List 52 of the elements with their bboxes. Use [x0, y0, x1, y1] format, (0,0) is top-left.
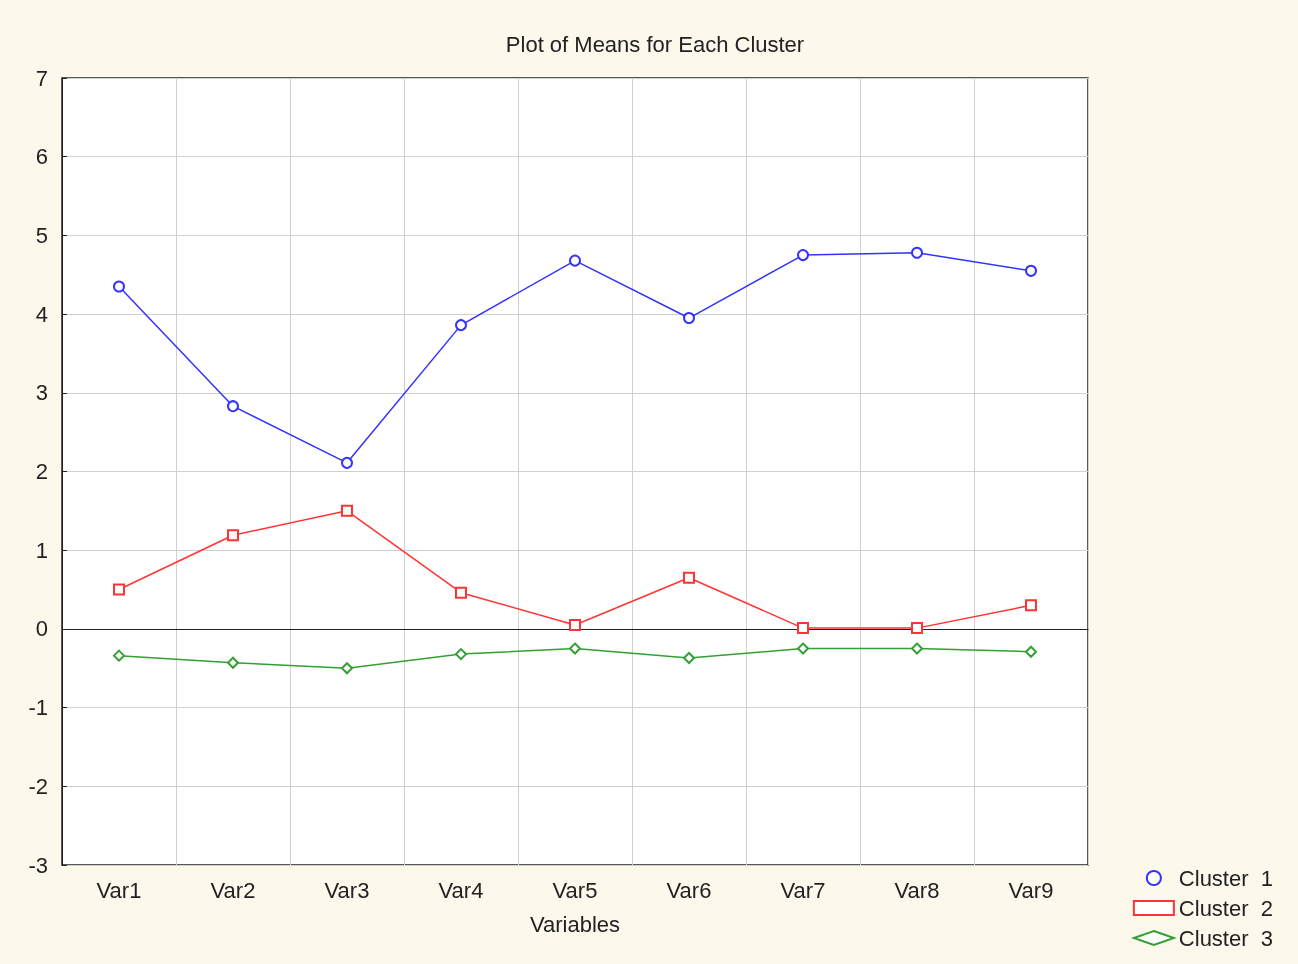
y-tick-label: 3 [35, 380, 48, 406]
point [341, 456, 353, 469]
point [1025, 264, 1037, 277]
point [683, 312, 695, 325]
y-tick-label: -2 [28, 773, 48, 799]
legend-label: Cluster 2 [1178, 895, 1274, 921]
x-tick-label: Var9 [1008, 877, 1054, 903]
point [911, 642, 923, 655]
point [569, 642, 581, 655]
y-tick-label: 1 [35, 537, 48, 563]
point [797, 249, 809, 262]
y-tick-label: 5 [35, 222, 48, 248]
y-tick-label: 4 [35, 301, 48, 327]
y-tick-label: -3 [28, 852, 48, 878]
point [227, 656, 239, 669]
point [569, 254, 581, 267]
point [113, 649, 125, 662]
y-tick-label: 6 [35, 144, 48, 170]
point [455, 586, 467, 599]
point [911, 622, 923, 635]
point [113, 583, 125, 596]
point [683, 652, 695, 665]
point [227, 529, 239, 542]
point [797, 642, 809, 655]
point [1025, 599, 1037, 612]
x-tick-label: Var7 [780, 877, 826, 903]
point [341, 662, 353, 675]
x-tick-label: Var6 [666, 877, 712, 903]
point [1025, 645, 1037, 658]
y-tick-label: 2 [35, 459, 48, 484]
point [227, 400, 239, 413]
point [455, 648, 467, 661]
y-tick-label: -1 [28, 695, 48, 721]
point [341, 504, 353, 517]
point [911, 246, 923, 259]
x-tick-label: Var8 [894, 877, 940, 903]
y-tick-label: 7 [35, 65, 48, 91]
x-tick-label: Var1 [96, 877, 142, 903]
point [569, 618, 581, 631]
x-axis-title: Variables [529, 911, 621, 937]
x-tick-label: Var2 [210, 877, 256, 903]
point [113, 280, 125, 293]
x-tick-label: Var3 [324, 877, 370, 903]
x-tick-label: Var5 [552, 877, 598, 903]
legend-label: Cluster 1 [1178, 865, 1274, 891]
point [797, 622, 809, 635]
x-tick-label: Var4 [438, 877, 484, 903]
point [455, 319, 467, 332]
chart-title: Plot of Means for Each Cluster [505, 31, 805, 57]
point [683, 571, 695, 584]
legend-label: Cluster 3 [1178, 925, 1274, 951]
y-tick-label: 0 [35, 616, 48, 642]
